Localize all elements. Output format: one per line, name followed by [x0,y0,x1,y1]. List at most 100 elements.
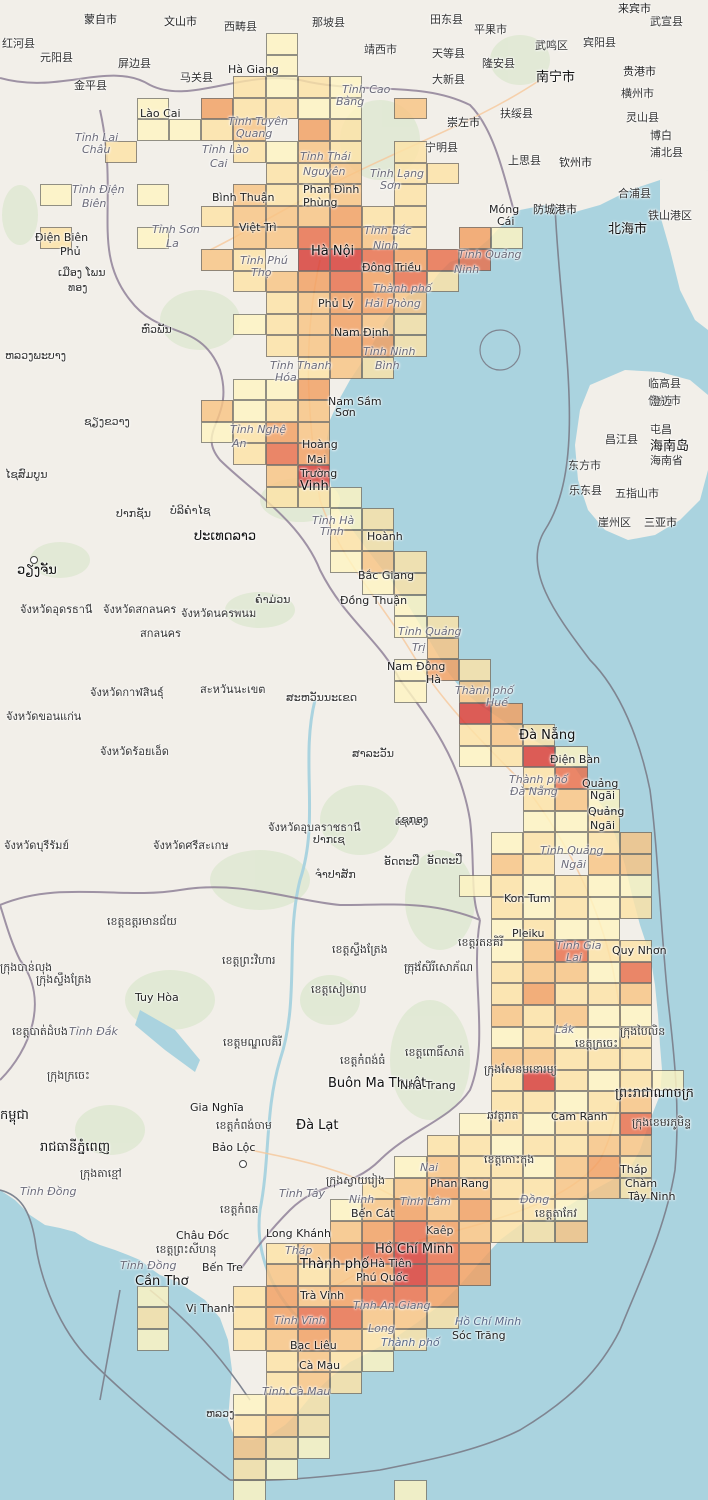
heat-cell [394,616,427,638]
heat-cell [297,465,330,487]
heat-cell [297,227,330,249]
heat-cell [587,1026,620,1049]
heat-cell [587,918,620,941]
heat-cell [330,205,363,228]
heat-cell [362,313,395,336]
heat-cell [555,1005,588,1027]
heat-cell [394,1264,427,1286]
heat-cell [201,97,234,120]
heat-cell [619,1005,652,1027]
heat-cell [491,1134,524,1157]
heat-cell [587,832,620,854]
heat-cell [136,97,169,120]
heat-cell [555,961,588,984]
heat-cell [523,810,556,833]
heat-cell [330,270,363,293]
heat-cell [555,1091,588,1113]
heat-cell [523,875,556,897]
heat-cell [426,270,459,293]
heat-cell [523,983,556,1005]
heat-cell [394,162,427,185]
heat-cell [394,141,427,163]
heat-cell [297,249,330,271]
heat-cell [265,378,298,401]
heat-cell [555,1134,588,1157]
heat-cell [265,141,298,163]
heat-cell [426,637,459,660]
heat-cell [362,1285,395,1308]
heat-cell [330,486,363,509]
heat-cell [297,162,330,185]
heat-cell [330,76,363,98]
heat-cell [555,875,588,897]
heat-cell [394,1307,427,1329]
heat-cell [265,97,298,120]
heat-cell [458,745,491,768]
heat-cell [523,1134,556,1157]
heat-cell [362,1199,395,1221]
heat-cell [587,983,620,1005]
heat-cell [587,789,620,811]
heat-cell [362,1350,395,1373]
heat-cell [523,1005,556,1027]
heat-cell [330,508,363,530]
heat-cell [394,205,427,228]
heat-cell [555,1221,588,1243]
heat-cell [297,119,330,141]
heat-cell [362,529,395,552]
heat-cell [233,184,266,206]
heat-cell [619,1156,652,1178]
heat-cell [619,1048,652,1070]
heat-cell [265,465,298,487]
heat-cell [136,227,169,249]
heat-cell [362,227,395,249]
heat-cell [458,659,491,681]
heat-cell [458,681,491,703]
heat-cell [233,1415,266,1437]
heat-cell [297,1350,330,1373]
heat-cell [362,270,395,293]
heat-cell [362,1264,395,1286]
heat-cell [394,1285,427,1308]
heat-cell [330,1199,363,1221]
heat-cell [136,184,169,206]
heat-cell [330,119,363,141]
heat-cell [362,357,395,379]
heat-cell [426,249,459,271]
heat-cell [330,292,363,314]
heat-cell [265,421,298,444]
heat-cell [491,897,524,919]
heat-cell [297,1264,330,1286]
heat-cell [555,745,588,768]
heat-cell [297,313,330,336]
heat-cell [555,767,588,789]
heat-cell [458,1221,491,1243]
heat-cell [394,551,427,573]
heat-cell [297,270,330,293]
heat-cell [619,1177,652,1200]
heat-cell [426,1134,459,1157]
heat-cell [136,1329,169,1351]
heat-cell [491,1091,524,1113]
heat-cell [265,205,298,228]
heat-cell [523,1091,556,1113]
heat-cell [394,292,427,314]
heat-cell [394,249,427,271]
heat-cell [394,270,427,293]
heat-cell [458,1264,491,1286]
heat-cell [233,378,266,401]
heat-cell [233,421,266,444]
heat-cell [297,1242,330,1265]
heat-cell [233,1285,266,1308]
heat-cell [330,551,363,573]
heat-cell [491,1113,524,1135]
heat-cell [201,119,234,141]
heat-cell [330,1264,363,1286]
heat-cell [491,1069,524,1092]
heat-cell [458,875,491,897]
heat-cell [587,897,620,919]
heat-cell [491,1221,524,1243]
heat-cell [330,141,363,163]
heat-cell [297,357,330,379]
